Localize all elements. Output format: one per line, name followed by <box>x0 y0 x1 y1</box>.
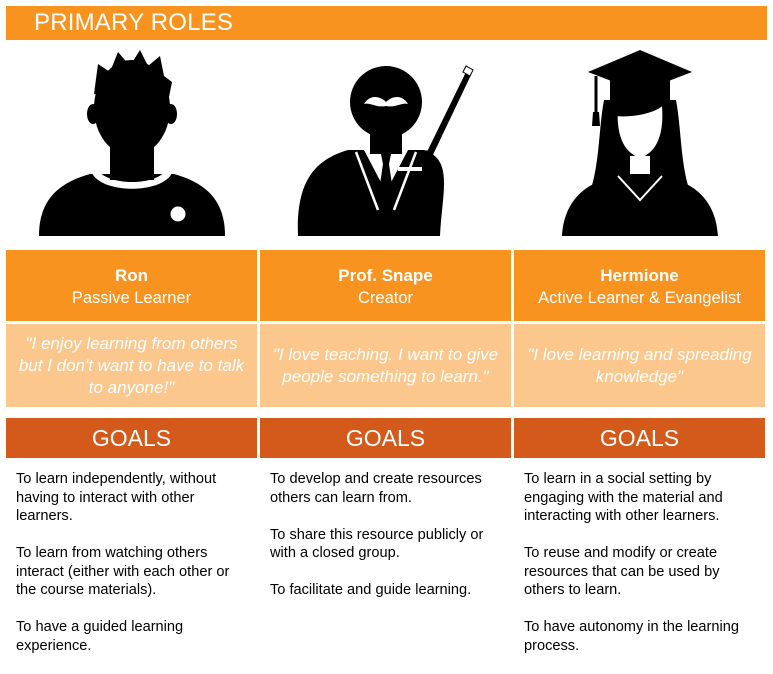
goals-heading: GOALS <box>260 418 511 458</box>
role-name: Prof. Snape <box>338 266 433 285</box>
graduate-silhouette-icon: Created by Wilson Joseph <box>514 42 765 287</box>
quote-text: "I love teaching. I want to give people … <box>272 344 499 386</box>
role-type: Creator <box>357 289 414 307</box>
role-quote: "I love teaching. I want to give people … <box>260 324 511 407</box>
goal-item: To have autonomy in the learning process… <box>524 619 739 654</box>
page-title: PRIMARY ROLES <box>6 6 767 40</box>
role-quote: "I enjoy learning from others but I don'… <box>6 324 257 407</box>
goal-item: To develop and create resources others c… <box>270 471 482 506</box>
goals-list: To develop and create resources others c… <box>270 470 506 618</box>
quote-text: "I love learning and spreading knowledge… <box>527 344 752 386</box>
quote-text: "I enjoy learning from others but I don'… <box>18 333 245 397</box>
teacher-silhouette-icon: Created by Alex C. <box>260 42 511 287</box>
role-header: Prof. Snape Creator <box>260 250 511 321</box>
goals-heading: GOALS <box>514 418 765 458</box>
goal-item: To learn independently, without having t… <box>16 471 217 524</box>
role-header: Ron Passive Learner <box>6 250 257 321</box>
goals-list: To learn in a social setting by engaging… <box>524 470 760 674</box>
role-name: Hermione <box>600 266 679 285</box>
student-silhouette-icon: Created by Rémy Médard <box>6 42 257 287</box>
role-type: Passive Learner <box>71 289 192 307</box>
goal-item: To share this resource publicly or with … <box>270 526 484 562</box>
role-header: Hermione Active Learner & Evangelist <box>514 250 765 321</box>
role-type: Active Learner & Evangelist <box>538 289 741 307</box>
goal-item: To learn in a social setting by engaging… <box>524 471 723 524</box>
goal-item: To reuse and modify or create resources … <box>524 545 720 598</box>
role-name: Ron <box>114 266 149 285</box>
role-quote: "I love learning and spreading knowledge… <box>514 324 765 407</box>
goals-list: To learn independently, without having t… <box>16 470 252 674</box>
goal-item: To learn from watching others interact (… <box>16 545 230 598</box>
goal-item: To have a guided learning experience. <box>16 619 184 654</box>
goal-item: To facilitate and guide learning. <box>270 582 472 598</box>
goals-heading: GOALS <box>6 418 257 458</box>
